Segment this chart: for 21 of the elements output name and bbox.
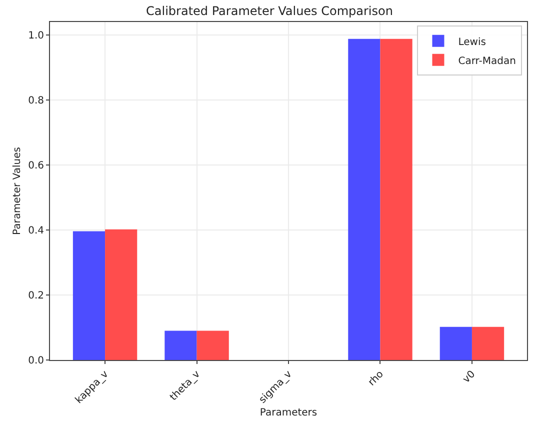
y-tick-label: 1.0 [28, 30, 44, 42]
x-tick-label: v0 [461, 368, 478, 386]
y-tick-label: 0.2 [28, 290, 44, 302]
bar [348, 38, 380, 360]
y-tick-label: 0.0 [28, 356, 44, 366]
bar [380, 38, 412, 360]
legend-label: Lewis [458, 36, 486, 48]
y-tick-label: 0.4 [28, 226, 44, 236]
bar [196, 330, 229, 360]
bar [105, 229, 138, 360]
x-tick-label: rho [366, 368, 386, 388]
y-tick-label: 0.6 [28, 160, 44, 172]
chart-title: Calibrated Parameter Values Comparison [146, 4, 393, 18]
bar [472, 326, 504, 360]
bar [72, 231, 106, 360]
x-axis-title: Parameters [260, 408, 318, 419]
bar [164, 330, 197, 360]
y-tick-label: 0.8 [28, 96, 44, 106]
y-axis-title: Parameter Values [12, 147, 23, 235]
bar [440, 326, 472, 360]
legend-label: Carr-Madan [458, 56, 516, 67]
